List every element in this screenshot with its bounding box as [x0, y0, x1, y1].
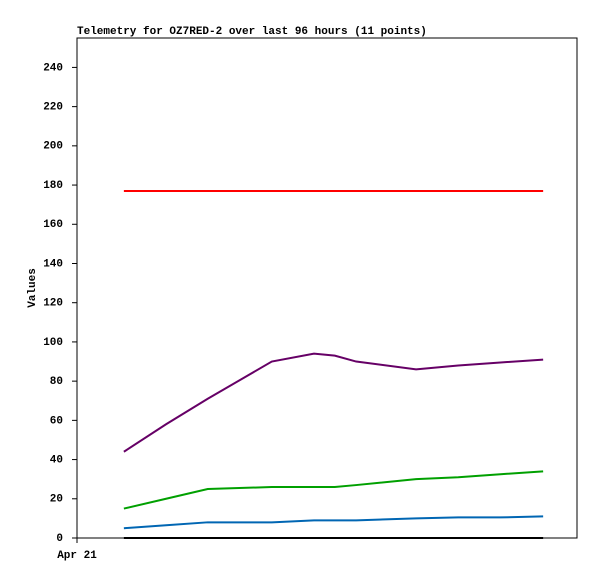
y-tick-label: 140 — [43, 258, 63, 270]
y-axis-label: Values — [27, 268, 39, 308]
y-tick-label: 100 — [43, 337, 63, 349]
y-tick-label: 120 — [43, 298, 63, 310]
y-tick-label: 60 — [50, 415, 63, 427]
series-line — [123, 515, 544, 530]
x-tick-label: Apr 21 — [57, 550, 97, 562]
y-tick-label: 200 — [43, 141, 63, 153]
y-tick-label: 180 — [43, 180, 63, 192]
y-tick-label: 240 — [43, 62, 63, 74]
series-line — [123, 352, 544, 453]
y-tick-label: 40 — [50, 454, 63, 466]
y-tick-label: 160 — [43, 219, 63, 231]
y-tick-label: 20 — [50, 494, 63, 506]
y-tick-label: 220 — [43, 102, 63, 114]
series-line — [123, 470, 544, 510]
y-tick-label: 0 — [56, 533, 63, 545]
chart-title: Telemetry for OZ7RED-2 over last 96 hour… — [77, 26, 427, 38]
y-tick-label: 80 — [50, 376, 63, 388]
